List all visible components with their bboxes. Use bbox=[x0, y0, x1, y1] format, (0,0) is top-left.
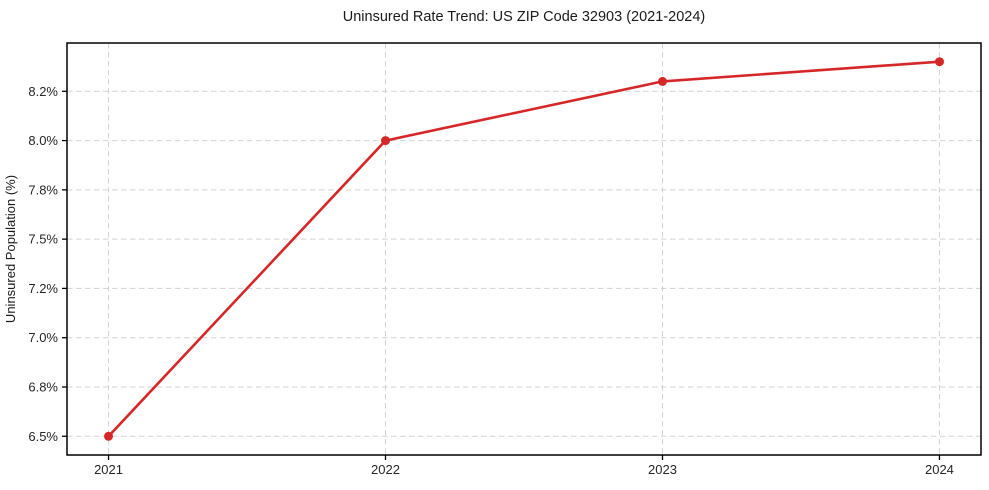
x-tick-label: 2023 bbox=[648, 462, 677, 477]
chart-title: Uninsured Rate Trend: US ZIP Code 32903 … bbox=[343, 9, 705, 25]
y-tick-label: 7.8% bbox=[28, 182, 58, 197]
y-tick-label: 7.0% bbox=[28, 330, 58, 345]
axis-tick-layer: 2021 2022 2023 2024 6.5% 6.8% 7.0% 7.2% 7.5% 7.8%… bbox=[28, 84, 954, 477]
data-point-marker bbox=[658, 76, 667, 86]
data-point-marker bbox=[104, 431, 113, 441]
data-point-marker bbox=[381, 136, 390, 146]
data-series-layer bbox=[104, 57, 944, 441]
x-tick-label: 2022 bbox=[371, 462, 400, 477]
x-tick-label: 2024 bbox=[925, 462, 954, 477]
data-point-marker bbox=[935, 57, 944, 67]
grid-layer bbox=[67, 43, 981, 455]
y-tick-label: 7.5% bbox=[28, 232, 58, 247]
y-tick-label: 6.5% bbox=[28, 429, 58, 444]
y-axis-label: Uninsured Population (%) bbox=[3, 175, 18, 323]
trend-line bbox=[107, 60, 941, 438]
y-tick-label: 7.2% bbox=[28, 281, 58, 296]
plot-border bbox=[66, 42, 982, 456]
y-tick-label: 8.0% bbox=[28, 133, 58, 148]
x-tick-label: 2021 bbox=[94, 462, 123, 477]
y-tick-label: 8.2% bbox=[28, 84, 58, 99]
y-tick-label: 6.8% bbox=[28, 379, 58, 394]
